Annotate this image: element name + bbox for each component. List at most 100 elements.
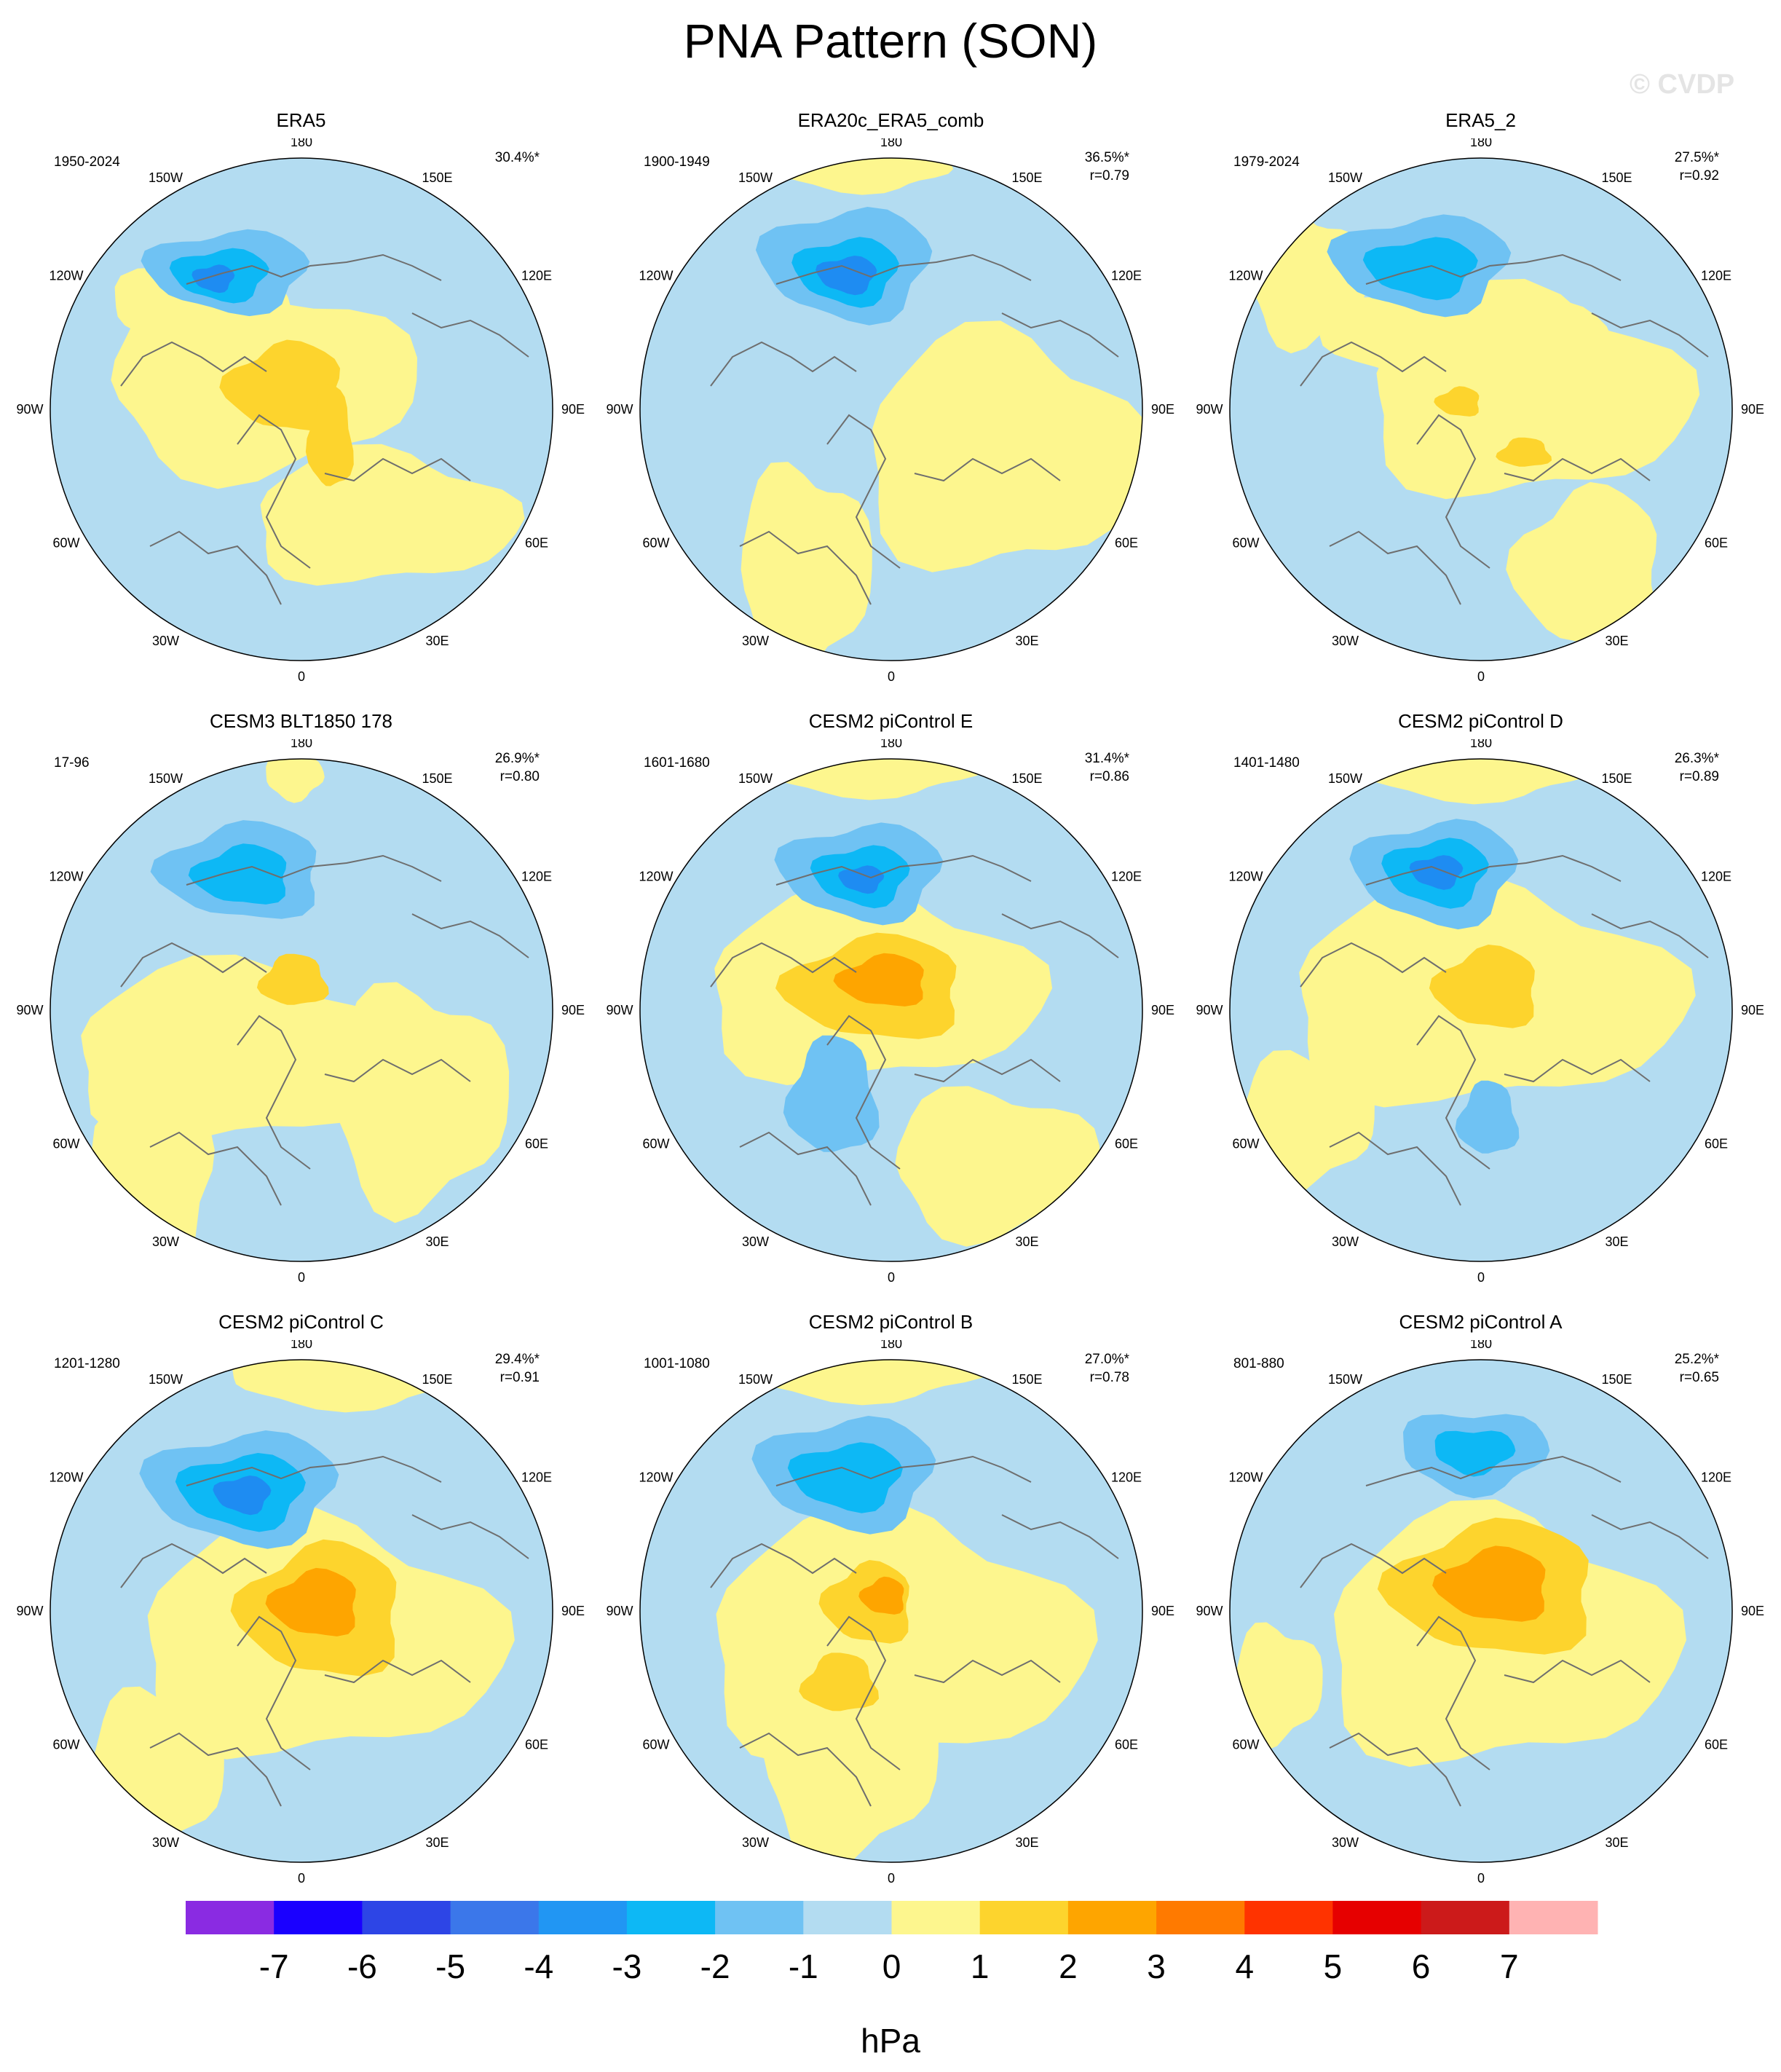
longitude-label: 120W [1228, 870, 1263, 884]
polar-map: 180 150E 120E 90E 60E 30E 0 30W 60W 90W 120W 150W [1196, 1340, 1764, 1886]
longitude-label: 60E [1705, 536, 1728, 551]
longitude-label: 150E [1601, 771, 1632, 786]
longitude-label: 120E [1701, 269, 1731, 283]
map-border [639, 1359, 1143, 1863]
map-border [639, 157, 1143, 661]
period-label: 17-96 [54, 755, 90, 771]
anomaly-contour [783, 1035, 880, 1152]
longitude-label: 90W [606, 1003, 633, 1017]
longitude-label: 0 [888, 669, 895, 684]
anomaly-contour [763, 1649, 939, 1862]
longitude-label: 60E [525, 536, 548, 551]
longitude-label: 60E [1115, 1738, 1138, 1752]
coastline [120, 341, 267, 387]
coastline [914, 1058, 1061, 1083]
longitude-label: 90E [1151, 1604, 1174, 1618]
map-panel: ERA5 1950-2024 30.4%* 180 150E 120E 90E 60E 3… [4, 109, 598, 706]
longitude-label: 90E [1151, 402, 1174, 417]
coastline [1591, 1514, 1709, 1559]
coastline [1300, 942, 1447, 988]
anomaly-contour [816, 256, 877, 296]
variance-label: 27.5%* r=0.92 [1674, 150, 1719, 184]
anomaly-contour [256, 953, 329, 1005]
longitude-label: 120E [1701, 1470, 1731, 1485]
longitude-label: 60E [525, 1137, 548, 1151]
anomaly-contour [219, 339, 340, 431]
longitude-label: 120W [1228, 269, 1263, 283]
coastline [120, 1543, 267, 1588]
longitude-label: 60W [52, 536, 79, 551]
colorbar-swatch [1067, 1901, 1157, 1934]
coastline [149, 1131, 282, 1206]
anomaly-contour [1434, 386, 1480, 417]
longitude-label: 180 [880, 1340, 902, 1351]
coastline [1504, 457, 1651, 482]
period-label: 1979-2024 [1233, 154, 1300, 170]
longitude-label: 120E [1111, 1470, 1142, 1485]
colorbar-tick-label: -5 [435, 1947, 465, 1985]
coastline [1329, 530, 1461, 605]
coastline [120, 942, 267, 988]
longitude-label: 180 [1470, 1340, 1492, 1351]
coastline [324, 457, 471, 482]
period-label: 1001-1080 [644, 1356, 710, 1371]
coastline [826, 1615, 901, 1770]
longitude-label: 30E [425, 634, 449, 648]
coastline [324, 1659, 471, 1684]
longitude-label: 120E [1111, 870, 1142, 884]
anomaly-field [1230, 158, 1732, 661]
panel-title: CESM3 BLT1850 178 [210, 710, 392, 732]
coastline [1365, 253, 1622, 285]
anomaly-contour [266, 759, 325, 803]
longitude-label: 30E [1015, 1234, 1038, 1249]
longitude-label: 150W [149, 170, 183, 185]
longitude-label: 30E [425, 1835, 449, 1850]
anomaly-contour [305, 384, 354, 487]
coastline [826, 1015, 901, 1170]
longitude-label: 120E [521, 1470, 552, 1485]
anomaly-contour [1432, 1545, 1546, 1622]
variance-label: 26.3%* r=0.89 [1674, 751, 1719, 784]
anomaly-field [640, 1360, 1142, 1862]
variance-label: 36.5%* r=0.79 [1084, 150, 1129, 184]
coastline [186, 253, 442, 285]
longitude-label: 30E [1605, 1234, 1628, 1249]
longitude-label: 0 [888, 1871, 895, 1886]
coastline [739, 530, 872, 605]
longitude-label: 180 [291, 739, 312, 750]
longitude-label: 90E [561, 402, 585, 417]
colorbar-swatch [715, 1901, 804, 1934]
longitude-label: 0 [298, 669, 305, 684]
anomaly-contour [1496, 437, 1552, 467]
longitude-label: 150W [149, 1372, 183, 1387]
anomaly-field [640, 158, 1142, 661]
longitude-label: 60E [1115, 536, 1138, 551]
longitude-label: 150W [1328, 170, 1362, 185]
longitude-label: 30W [742, 1835, 769, 1850]
anomaly-contour [787, 1442, 903, 1513]
longitude-label: 60W [1232, 1738, 1259, 1752]
longitude-label: 0 [1477, 1871, 1485, 1886]
longitude-label: 60W [52, 1137, 79, 1151]
anomaly-contour [1360, 759, 1596, 805]
longitude-label: 150W [738, 170, 773, 185]
longitude-label: 120W [639, 870, 673, 884]
colorbar-swatch [538, 1901, 628, 1934]
longitude-label: 90W [606, 402, 633, 417]
colorbar-tick-label: -3 [612, 1947, 641, 1985]
coastline [324, 1058, 471, 1083]
colorbar-swatch [1421, 1901, 1510, 1934]
longitude-label: 30E [425, 1234, 449, 1249]
panel-title: CESM2 piControl A [1399, 1311, 1563, 1333]
coastline [186, 1455, 442, 1486]
longitude-label: 120W [49, 269, 83, 283]
coastline [1591, 312, 1709, 358]
longitude-label: 60W [642, 1738, 669, 1752]
period-label: 1950-2024 [54, 154, 120, 170]
longitude-label: 90W [606, 1604, 633, 1618]
longitude-label: 180 [1470, 739, 1492, 750]
anomaly-contour [1429, 945, 1535, 1028]
longitude-label: 90W [16, 402, 43, 417]
map-panel: CESM3 BLT1850 178 17-96 26.9%* r=0.80 180… [4, 710, 598, 1307]
colorbar-tick-label: 5 [1324, 1947, 1343, 1985]
